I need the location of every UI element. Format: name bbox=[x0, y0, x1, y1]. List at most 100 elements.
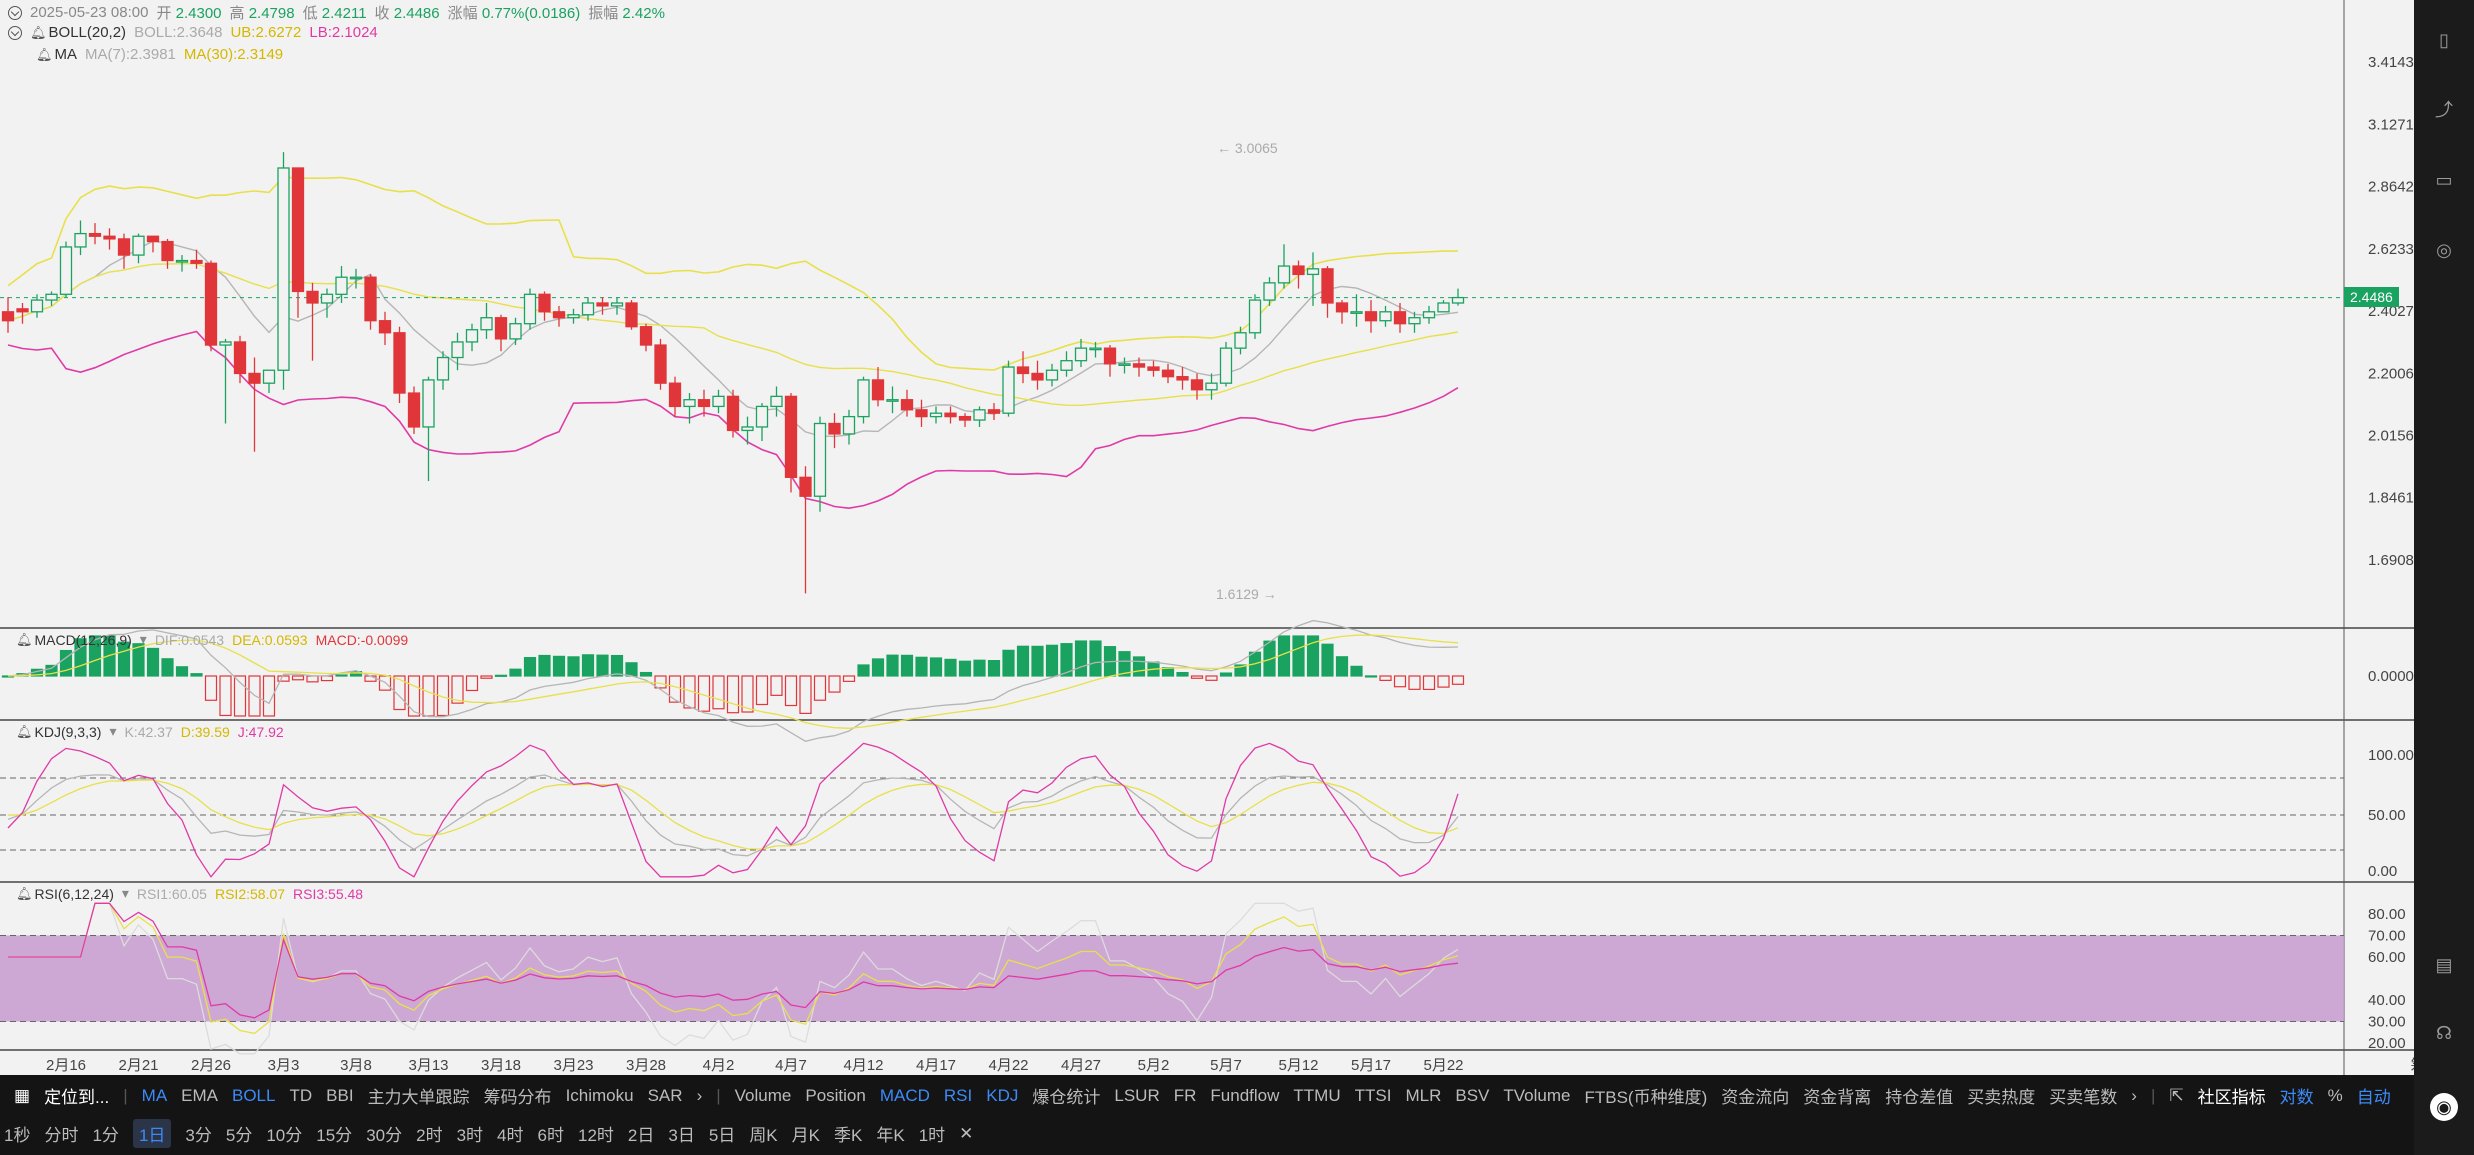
price-axis-label: 2.2006 bbox=[2368, 365, 2414, 382]
sub-indicator-9[interactable]: TTMU bbox=[1293, 1085, 1341, 1105]
timeframe-0[interactable]: 1秒 bbox=[4, 1126, 31, 1145]
timeframe-16[interactable]: 5日 bbox=[708, 1126, 736, 1145]
collapse-icon[interactable] bbox=[8, 25, 22, 40]
timeframe-15[interactable]: 3日 bbox=[668, 1126, 695, 1145]
timeframe-4[interactable]: 3分 bbox=[185, 1126, 212, 1145]
auto-scale-toggle[interactable]: 自动 bbox=[2356, 1088, 2391, 1107]
locate-button[interactable]: 定位到... bbox=[44, 1088, 110, 1107]
sub-indicator-2[interactable]: MACD bbox=[879, 1085, 930, 1105]
timeframe-3[interactable]: 1日 bbox=[132, 1119, 172, 1148]
bell-icon[interactable]: 🔔︎ bbox=[16, 885, 33, 901]
candle-body bbox=[886, 399, 899, 402]
sub-indicator-10[interactable]: TTSI bbox=[1354, 1085, 1392, 1105]
chevron-right-icon[interactable]: › bbox=[696, 1085, 703, 1105]
main-indicator-3[interactable]: TD bbox=[289, 1085, 313, 1105]
chevron-down-icon[interactable]: ▾ bbox=[139, 631, 147, 647]
timeframe-7[interactable]: 15分 bbox=[316, 1126, 353, 1145]
rsi-axis-label: 40.00 bbox=[2368, 992, 2406, 1009]
sub-indicator-15[interactable]: 资金流向 bbox=[1721, 1088, 1790, 1107]
macd-bar bbox=[45, 664, 58, 677]
sub-indicator-19[interactable]: 买卖笔数 bbox=[2049, 1088, 2118, 1107]
timeframe-12[interactable]: 6时 bbox=[537, 1126, 564, 1145]
timeframe-13[interactable]: 12时 bbox=[577, 1126, 614, 1145]
kdj-legend[interactable]: 🔔︎ KDJ(9,3,3) ▾ K:42.37 D:39.59 J:47.92 bbox=[16, 723, 284, 740]
log-scale-toggle[interactable]: 对数 bbox=[2279, 1088, 2314, 1107]
sub-indicator-6[interactable]: LSUR bbox=[1114, 1085, 1160, 1105]
macd-bar bbox=[233, 675, 247, 717]
sub-indicator-11[interactable]: MLR bbox=[1405, 1085, 1442, 1105]
calendar-icon[interactable]: ▦ bbox=[14, 1085, 31, 1105]
timeframe-10[interactable]: 3时 bbox=[456, 1126, 484, 1145]
macd-bar bbox=[132, 643, 145, 677]
trend-chart-icon[interactable]: ⤴ bbox=[2435, 100, 2453, 120]
percent-scale-toggle[interactable]: % bbox=[2327, 1085, 2343, 1105]
timeframe-18[interactable]: 月K bbox=[791, 1126, 820, 1145]
timeframe-1[interactable]: 分时 bbox=[44, 1126, 79, 1145]
bell-icon[interactable]: 🔔︎ bbox=[16, 723, 33, 739]
layout-icon[interactable]: ▤ bbox=[2435, 955, 2453, 975]
chevron-down-icon[interactable]: ▾ bbox=[121, 885, 129, 901]
main-indicator-7[interactable]: Ichimoku bbox=[565, 1085, 634, 1105]
timeframe-2[interactable]: 1分 bbox=[92, 1126, 119, 1145]
timeframe-19[interactable]: 季K bbox=[834, 1126, 863, 1145]
macd-bar bbox=[407, 675, 421, 717]
sub-indicator-5[interactable]: 爆仓统计 bbox=[1032, 1088, 1101, 1107]
sub-indicator-12[interactable]: BSV bbox=[1455, 1085, 1490, 1105]
bell-icon[interactable]: 🔔︎ bbox=[16, 631, 33, 647]
main-indicator-6[interactable]: 筹码分布 bbox=[483, 1088, 552, 1107]
timeframe-6[interactable]: 10分 bbox=[266, 1126, 303, 1145]
avatar-icon[interactable]: ◉ bbox=[2430, 1093, 2458, 1121]
timeframe-9[interactable]: 2时 bbox=[416, 1126, 443, 1145]
sub-indicator-14[interactable]: FTBS(币种维度) bbox=[1584, 1088, 1708, 1107]
bell-icon[interactable]: 🔔︎ bbox=[30, 24, 47, 40]
sub-indicator-17[interactable]: 持仓差值 bbox=[1885, 1088, 1954, 1107]
boll-legend[interactable]: 🔔︎ BOLL(20,2) BOLL:2.3648 UB:2.6272 LB:2… bbox=[8, 24, 378, 41]
sub-indicator-1[interactable]: Position bbox=[805, 1085, 866, 1105]
monitor-icon[interactable]: ▭ bbox=[2435, 170, 2453, 190]
sub-indicator-3[interactable]: RSI bbox=[943, 1085, 973, 1105]
sub-indicator-13[interactable]: TVolume bbox=[1503, 1085, 1571, 1105]
timeframe-20[interactable]: 年K bbox=[876, 1126, 905, 1145]
main-indicator-2[interactable]: BOLL bbox=[232, 1085, 276, 1105]
sub-indicator-4[interactable]: KDJ bbox=[986, 1085, 1019, 1105]
chart-canvas[interactable]: 3.4143 3.1271 2.8642 2.6233 2.4027 2.2006 2.01… bbox=[0, 0, 2414, 1075]
main-indicator-0[interactable]: MA bbox=[141, 1085, 168, 1105]
candle-body bbox=[1408, 317, 1421, 325]
chevron-right-icon[interactable]: › bbox=[2131, 1085, 2137, 1105]
timeframe-14[interactable]: 2日 bbox=[627, 1126, 655, 1145]
timeframe-8[interactable]: 30分 bbox=[366, 1126, 403, 1145]
timeframe-11[interactable]: 4时 bbox=[497, 1126, 524, 1145]
candle-body bbox=[1451, 296, 1465, 304]
timeframe-21[interactable]: 1时 bbox=[918, 1126, 946, 1145]
candle-body bbox=[1350, 311, 1363, 314]
macd-bar bbox=[1306, 635, 1320, 677]
macd-bar bbox=[770, 675, 783, 696]
main-indicator-4[interactable]: BBI bbox=[326, 1085, 354, 1105]
chevron-down-icon[interactable]: ▾ bbox=[109, 723, 117, 739]
sub-indicator-0[interactable]: Volume bbox=[734, 1085, 792, 1105]
close-icon[interactable]: ✕ bbox=[959, 1123, 974, 1143]
headset-icon[interactable]: ☊ bbox=[2436, 1023, 2452, 1043]
bell-icon[interactable]: 🔔︎ bbox=[36, 46, 53, 62]
community-indicators-button[interactable]: 社区指标 bbox=[2197, 1088, 2266, 1107]
macd-legend[interactable]: 🔔︎ MACD(12,26,9) ▾ DIF:0.0543 DEA:0.0593… bbox=[16, 631, 408, 648]
right-toolbar: ▯ ⤴ ▭ ◎ ▤ ☊ ◉ bbox=[2414, 0, 2474, 1155]
sub-indicator-8[interactable]: Fundflow bbox=[1210, 1085, 1280, 1105]
rsi-legend[interactable]: 🔔︎ RSI(6,12,24) ▾ RSI1:60.05 RSI2:58.07 … bbox=[16, 885, 363, 902]
timeframe-17[interactable]: 周K bbox=[749, 1126, 778, 1145]
sub-indicator-7[interactable]: FR bbox=[1173, 1085, 1197, 1105]
timeframe-5[interactable]: 5分 bbox=[225, 1126, 253, 1145]
collapse-icon[interactable] bbox=[8, 5, 22, 20]
exchange-icon[interactable]: ◎ bbox=[2436, 240, 2452, 260]
main-indicator-8[interactable]: SAR bbox=[647, 1085, 683, 1105]
community-icon[interactable]: ⇱ bbox=[2169, 1085, 2184, 1105]
low-marker: 1.6129 → bbox=[1216, 586, 1277, 602]
sub-indicator-16[interactable]: 资金背离 bbox=[1803, 1088, 1872, 1107]
ma-legend[interactable]: 🔔︎ MA MA(7):2.3981 MA(30):2.3149 bbox=[36, 46, 283, 63]
chart-area[interactable]: 3.4143 3.1271 2.8642 2.6233 2.4027 2.2006 2.01… bbox=[0, 0, 2414, 1075]
main-indicator-5[interactable]: 主力大单跟踪 bbox=[367, 1088, 470, 1107]
sub-indicator-18[interactable]: 买卖热度 bbox=[1967, 1088, 2036, 1107]
main-indicator-1[interactable]: EMA bbox=[181, 1085, 218, 1105]
document-icon[interactable]: ▯ bbox=[2439, 30, 2449, 50]
macd-bar bbox=[349, 671, 363, 677]
